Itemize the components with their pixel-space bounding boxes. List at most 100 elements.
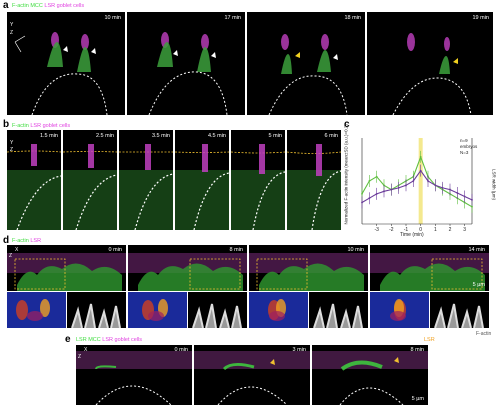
micrograph-image — [175, 144, 229, 230]
micrograph-image — [370, 253, 489, 291]
time-label: 0 min — [174, 347, 188, 353]
panel-e-green-label: LSR MCC — [76, 337, 101, 343]
panel-d-tile-4: 14 min 5 µm — [370, 245, 489, 291]
panel-e-letter: e — [65, 334, 71, 345]
series-line-1 — [361, 155, 473, 208]
panel-a-tile-4: 19 min — [367, 12, 493, 115]
time-label: 17 min — [224, 15, 241, 21]
data-point — [383, 190, 385, 193]
legend-embryos: embryos — [460, 144, 478, 149]
data-point — [434, 184, 437, 187]
series-line-2 — [361, 169, 473, 203]
data-point — [361, 201, 363, 204]
data-point — [361, 193, 363, 195]
axis-z-label: Z — [78, 354, 82, 360]
data-point — [405, 184, 407, 187]
axis-y-label: Y — [10, 22, 14, 28]
panel-d-grayscale-1 — [67, 292, 126, 328]
grayscale-image — [313, 303, 363, 328]
panel-a-legend: F-actin MCC LSR goblet cells — [12, 3, 84, 9]
panel-b-tile-6: 6 min — [287, 130, 341, 230]
data-point — [375, 193, 378, 195]
panel-d-legend: F-actin LSR — [12, 238, 41, 244]
grayscale-image — [71, 303, 121, 328]
panel-d-heatmap-1 — [7, 292, 66, 328]
panel-e-magenta-label: LSR goblet cells — [102, 337, 143, 343]
micrograph-image — [63, 144, 117, 230]
legend-n: n=9 — [460, 138, 468, 143]
panel-d-green-label: F-actin — [12, 238, 29, 244]
panel-d-magenta-label: LSR — [30, 238, 42, 244]
data-point — [419, 156, 422, 158]
micrograph-image — [392, 33, 472, 115]
micrograph-image — [312, 351, 428, 405]
panel-b-legend: F-actin LSR goblet cells — [12, 123, 70, 129]
panel-e-side-label: LSR — [424, 337, 435, 343]
axis-x-label: X — [84, 347, 88, 353]
panel-e-tile-3: 8 min 5 µm — [312, 345, 428, 405]
data-point — [471, 205, 473, 208]
panel-b-tile-5: 5 min — [231, 130, 285, 230]
time-label: 1.5 min — [39, 133, 58, 139]
time-label: 6 min — [324, 133, 338, 139]
time-label: 10 min — [347, 247, 364, 253]
heatmap-image — [249, 292, 308, 328]
scale-bar-label: 5 µm — [472, 282, 485, 288]
panel-b-tile-3: 3.5 min — [119, 130, 173, 230]
time-label: 5 min — [268, 133, 282, 139]
micrograph-image — [14, 32, 108, 115]
panel-d-grayscale-4 — [430, 292, 489, 328]
x-tick-label: 2 — [449, 227, 452, 233]
data-point — [456, 192, 459, 194]
time-label: 8 min — [410, 347, 424, 353]
panel-d-letter: d — [3, 235, 10, 246]
x-tick-label: -2 — [389, 227, 394, 233]
data-point — [463, 201, 466, 204]
x-tick-label: 3 — [463, 227, 466, 233]
micrograph-image — [287, 144, 341, 230]
chart-legend: n=9 embryos N=3 — [460, 138, 477, 156]
heatmap-image — [128, 292, 187, 328]
panel-d-heatmap-3 — [249, 292, 308, 328]
axis-z-label: Z — [9, 253, 13, 259]
micrograph-image — [231, 144, 285, 230]
panel-e-legend: LSR MCC LSR goblet cells — [76, 337, 142, 343]
data-point — [412, 180, 415, 182]
time-label: 3 min — [292, 347, 306, 353]
x-tick-label: 0 — [419, 227, 422, 233]
panel-c-letter: c — [344, 119, 350, 130]
panel-b-tile-4: 4.5 min — [175, 130, 229, 230]
micrograph-image — [148, 32, 228, 115]
axis-y-label: Y — [10, 140, 14, 146]
panel-d-tile-3: 10 min — [249, 245, 368, 291]
data-point — [449, 188, 451, 191]
panel-a-tile-1: 10 min Y Z — [7, 12, 125, 115]
heatmap-image — [370, 292, 429, 328]
data-point — [390, 188, 393, 191]
grayscale-image — [192, 303, 242, 328]
data-point — [441, 186, 444, 189]
micrograph-image — [7, 253, 126, 291]
time-label: 8 min — [229, 247, 243, 253]
axis-z-label: Z — [10, 147, 14, 153]
x-tick-label: 1 — [434, 227, 437, 233]
heatmap-image — [7, 292, 66, 328]
data-point — [383, 184, 385, 187]
panel-b-tile-1: 1.5 min Y Z — [7, 130, 61, 230]
time-label: 2.5 min — [95, 133, 114, 139]
micrograph-image — [249, 253, 368, 291]
data-point — [463, 195, 466, 198]
time-label: 3.5 min — [151, 133, 170, 139]
panel-d-grayscale-3 — [309, 292, 368, 328]
panel-a-magenta-label: LSR goblet cells — [44, 3, 85, 9]
panel-d-tile-2: 8 min — [128, 245, 247, 291]
x-tick-label: -3 — [374, 227, 379, 233]
panel-d-heatmap-2 — [128, 292, 187, 328]
micrograph-image — [128, 253, 247, 291]
panel-a-green-label: F-actin MCC — [12, 3, 43, 9]
time-label: 0 min — [108, 247, 122, 253]
time-label: 18 min — [344, 15, 361, 21]
time-label: 19 min — [472, 15, 489, 21]
data-point — [471, 199, 473, 201]
panel-a-tile-2: 17 min — [127, 12, 245, 115]
